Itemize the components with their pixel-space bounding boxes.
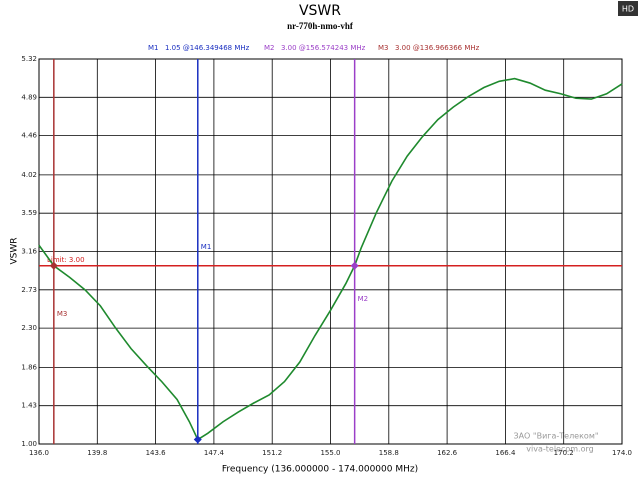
- y-tick-label: 4.89: [21, 93, 37, 101]
- x-axis-label: Frequency (136.000000 - 174.000000 MHz): [222, 465, 418, 475]
- marker-name: M3: [378, 44, 389, 52]
- marker-readout: 3.00 @136.966366 MHz: [395, 44, 480, 52]
- limit-label: Limit: 3.00: [47, 256, 85, 264]
- y-tick-label: 3.59: [21, 209, 37, 217]
- watermark: viva-telecom.org: [526, 445, 593, 454]
- y-tick-label: 1.86: [21, 363, 37, 371]
- x-tick-label: 174.0: [612, 449, 632, 457]
- watermark: ЗАО "Вига-Телеком": [513, 432, 598, 441]
- x-tick-label: 147.4: [204, 449, 225, 457]
- y-tick-label: 1.43: [21, 402, 37, 410]
- marker-name: M1: [148, 44, 159, 52]
- marker-readout: 1.05 @146.349468 MHz: [165, 44, 250, 52]
- x-tick-label: 151.2: [262, 449, 282, 457]
- chart-subtitle: nr-770h-nmo-vhf: [287, 21, 354, 31]
- y-axis-label: VSWR: [10, 237, 20, 264]
- marker-label: M1: [201, 243, 212, 251]
- y-tick-label: 3.16: [21, 248, 37, 256]
- x-tick-label: 143.6: [146, 449, 167, 457]
- x-tick-label: 170.2: [554, 449, 574, 457]
- hd-label[interactable]: HD: [622, 5, 634, 14]
- x-tick-label: 162.6: [437, 449, 458, 457]
- marker-label: M3: [57, 310, 68, 318]
- marker-point: [49, 261, 58, 270]
- marker-label: M2: [358, 295, 369, 303]
- marker-point: [193, 435, 202, 444]
- marker-name: M2: [264, 44, 275, 52]
- y-tick-label: 2.73: [21, 286, 37, 294]
- x-tick-label: 136.0: [29, 449, 49, 457]
- y-tick-label: 4.02: [21, 171, 37, 179]
- x-tick-label: 155.0: [320, 449, 340, 457]
- vswr-curve: [38, 77, 623, 441]
- y-tick-label: 4.46: [21, 132, 37, 140]
- y-tick-label: 5.32: [21, 55, 37, 63]
- marker-readout: 3.00 @156.574243 MHz: [281, 44, 366, 52]
- y-tick-label: 1.00: [21, 440, 37, 448]
- x-tick-label: 139.8: [87, 449, 107, 457]
- x-tick-label: 158.8: [379, 449, 399, 457]
- plot-border: [38, 58, 623, 445]
- y-tick-label: 2.30: [21, 324, 37, 332]
- hd-badge[interactable]: [618, 1, 638, 16]
- chart-title: VSWR: [299, 3, 341, 19]
- x-tick-label: 166.4: [495, 449, 516, 457]
- marker-point: [350, 261, 359, 270]
